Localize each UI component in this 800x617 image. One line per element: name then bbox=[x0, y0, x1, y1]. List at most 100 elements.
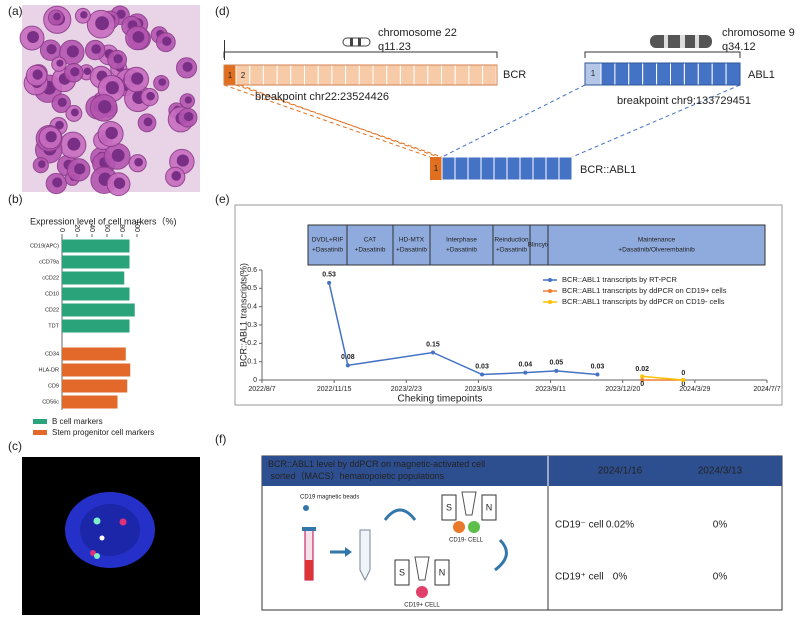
nucleus bbox=[52, 177, 63, 188]
column bbox=[461, 491, 477, 516]
treatment-box bbox=[547, 224, 766, 266]
bar bbox=[62, 303, 135, 317]
exon bbox=[711, 62, 727, 86]
tube bbox=[359, 529, 371, 582]
x-tick-label: 2023/12/20 bbox=[605, 386, 640, 393]
nucleus bbox=[111, 148, 125, 162]
title-line: BCR::ABL1 level by ddPCR on magnetic-act… bbox=[268, 459, 485, 469]
tube-cap bbox=[302, 527, 316, 531]
treatment-label: HD-MTX bbox=[399, 237, 425, 244]
chromosome-band bbox=[680, 35, 685, 48]
exon bbox=[224, 65, 236, 85]
table-cell: 0% bbox=[713, 520, 728, 531]
exon bbox=[545, 156, 560, 181]
exon bbox=[506, 156, 521, 181]
treatment-box bbox=[392, 224, 431, 266]
illustration bbox=[302, 491, 508, 598]
exon bbox=[628, 62, 644, 86]
nucleus bbox=[70, 108, 79, 117]
nucleus bbox=[66, 45, 79, 58]
category-label: HLA-DR bbox=[39, 367, 60, 373]
exon bbox=[454, 64, 470, 86]
legend-label: Stem progenitor cell markers bbox=[52, 428, 154, 437]
nucleus bbox=[98, 100, 112, 114]
y-axis-label: BCR::ABL1 transcripts(%) bbox=[238, 263, 248, 367]
data-label: 0.03 bbox=[591, 363, 605, 370]
bar bbox=[62, 395, 118, 409]
legend-label: BCR::ABL1 transcripts by ddPCR on CD19- … bbox=[562, 297, 725, 306]
y-tick-label: 0.6 bbox=[247, 267, 257, 274]
cell bbox=[416, 586, 428, 598]
nucleus bbox=[183, 111, 194, 122]
exon bbox=[482, 64, 497, 86]
nucleus bbox=[83, 67, 92, 76]
bracket bbox=[584, 51, 741, 58]
x-tick-label: 100 bbox=[133, 220, 140, 232]
x-tick-label: 2024/7/7 bbox=[753, 386, 780, 393]
tube-liquid bbox=[305, 560, 313, 580]
treatment-box bbox=[492, 224, 531, 266]
exon-label: 1 bbox=[228, 71, 233, 80]
nucleus bbox=[131, 72, 144, 85]
bracket bbox=[223, 51, 498, 58]
data-label: 0.15 bbox=[426, 341, 440, 348]
exon bbox=[358, 64, 374, 86]
x-tick-label: 2023/2/23 bbox=[391, 386, 422, 393]
x-tick-label: 2023/6/3 bbox=[465, 386, 492, 393]
y-tick-label: 0 bbox=[253, 377, 257, 384]
y-tick-label: 0.2 bbox=[247, 340, 257, 347]
legend-label: B cell markers bbox=[52, 417, 103, 426]
category-label: CD56c bbox=[42, 399, 59, 405]
category-label: TDT bbox=[48, 323, 59, 329]
magnet-label: N bbox=[439, 567, 446, 577]
exon bbox=[725, 62, 741, 86]
nucleus bbox=[38, 160, 46, 168]
fish-signal bbox=[94, 553, 100, 559]
exon bbox=[372, 64, 388, 86]
breakpoint-label: breakpoint chr9:133729451 bbox=[617, 95, 751, 107]
x-tick-label: 2022/11/15 bbox=[317, 386, 352, 393]
bead bbox=[303, 505, 309, 511]
nucleus bbox=[182, 61, 193, 72]
category-label: cCD79a bbox=[39, 259, 60, 265]
data-label: 0 bbox=[681, 370, 685, 377]
legend-marker bbox=[548, 300, 552, 304]
nucleus bbox=[91, 44, 102, 54]
point bbox=[345, 363, 350, 368]
band-label: q11.23 bbox=[378, 41, 411, 53]
fish-signal bbox=[119, 518, 127, 526]
nucleus bbox=[134, 157, 143, 167]
illustration-label: CD19+ CELL bbox=[404, 603, 440, 609]
legend-marker bbox=[548, 278, 552, 282]
bar bbox=[62, 287, 130, 301]
chromosome-label: chromosome 22 bbox=[378, 27, 457, 39]
chart-title: Expression level of cell markers（%) bbox=[30, 216, 177, 226]
nucleus-core bbox=[80, 504, 140, 556]
nucleus bbox=[143, 117, 153, 127]
data-label: 0.05 bbox=[550, 360, 564, 367]
x-tick-label: 2024/3/29 bbox=[679, 386, 710, 393]
exon-frame bbox=[584, 62, 741, 86]
category-label: CD10 bbox=[45, 291, 59, 297]
magnet bbox=[441, 494, 457, 521]
cell bbox=[453, 521, 465, 533]
exon-label: 2 bbox=[241, 71, 246, 80]
exon bbox=[427, 64, 442, 86]
exon bbox=[317, 64, 333, 86]
y-tick-label: 0.1 bbox=[247, 359, 257, 366]
table-title: BCR::ABL1 level by ddPCR on magnetic-act… bbox=[268, 459, 485, 481]
bar bbox=[62, 347, 126, 361]
exon bbox=[683, 62, 699, 86]
nucleus bbox=[70, 67, 80, 77]
column bbox=[414, 556, 430, 581]
exon bbox=[558, 156, 573, 181]
exon bbox=[331, 64, 347, 86]
exon bbox=[430, 157, 442, 180]
nucleus bbox=[32, 69, 43, 80]
chromosome-band bbox=[664, 35, 668, 48]
data-label: 0.02 bbox=[635, 366, 649, 373]
exon bbox=[413, 64, 429, 86]
gene-label: BCR::ABL1 bbox=[580, 164, 636, 176]
exon bbox=[480, 156, 495, 181]
exon bbox=[276, 64, 292, 86]
